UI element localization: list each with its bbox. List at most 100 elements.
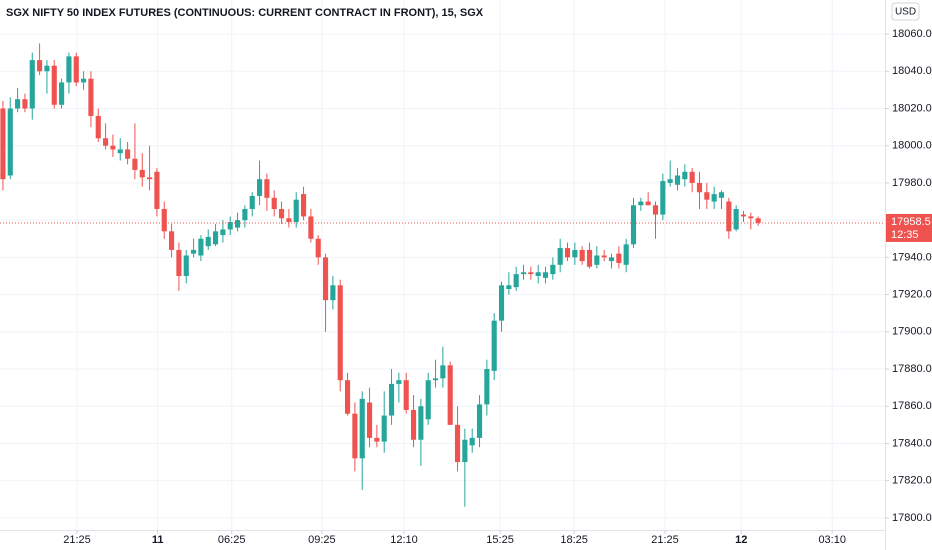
candle-body — [73, 56, 79, 83]
y-tick-label: 17800.0 — [892, 512, 932, 524]
candle-body — [740, 214, 747, 217]
candle-body — [572, 249, 578, 258]
currency-button[interactable] — [891, 2, 920, 21]
candle-body — [315, 238, 321, 258]
candle-body — [37, 60, 43, 72]
currency-label[interactable]: USD — [895, 7, 916, 18]
candle-body — [726, 201, 732, 232]
candle-body — [234, 220, 241, 228]
x-tick-label: 12:10 — [390, 534, 418, 546]
candle-body — [491, 320, 497, 371]
candle-body — [447, 365, 453, 425]
candle-body — [271, 197, 277, 209]
y-tick-label: 18000.0 — [892, 140, 932, 152]
candle-body — [528, 272, 534, 275]
candle-body — [755, 218, 761, 223]
candle-body — [696, 182, 703, 193]
y-tick-label: 17920.0 — [892, 288, 932, 300]
candle-body — [205, 236, 211, 247]
candle-body — [689, 171, 695, 183]
candle-body — [388, 383, 395, 416]
candle-body — [169, 231, 175, 250]
x-tick-label: 15:25 — [486, 534, 514, 546]
candle-body — [674, 175, 681, 185]
candle-body — [374, 437, 380, 442]
candle-body — [623, 244, 629, 265]
y-tick-label: 18060.0 — [892, 28, 932, 40]
candle-body — [645, 201, 651, 206]
candle-body — [667, 179, 673, 183]
x-tick-label: 09:25 — [308, 534, 336, 546]
candle-body — [227, 222, 233, 230]
candle-body — [418, 406, 424, 440]
candle-body — [748, 216, 754, 219]
candle-body — [191, 249, 197, 254]
candle-body — [476, 404, 483, 438]
candle-body — [183, 255, 189, 276]
chart-title: SGX NIFTY 50 INDEX FUTURES (CONTINUOUS: … — [6, 7, 484, 19]
candle-body — [15, 99, 21, 109]
candle-body — [59, 82, 65, 105]
candle-body — [132, 158, 138, 170]
candle-body — [733, 208, 739, 230]
candle-body — [550, 264, 556, 275]
candle-body — [440, 365, 446, 379]
candle-body — [66, 56, 72, 83]
candle-body — [293, 199, 299, 223]
candle-body — [462, 439, 468, 463]
candle-body — [22, 99, 28, 109]
candle-body — [704, 192, 710, 200]
candle-body — [0, 108, 6, 180]
last-price-label: 17958.5 — [891, 216, 931, 228]
y-tick-label: 17840.0 — [892, 437, 932, 449]
candle-body — [308, 216, 314, 239]
candle-body — [432, 378, 439, 381]
candle-body — [249, 195, 255, 209]
candle-body — [161, 208, 167, 232]
candle-body — [220, 229, 226, 236]
y-tick-label: 17900.0 — [892, 326, 932, 338]
candle-body — [366, 402, 373, 438]
candle-body — [484, 369, 490, 405]
candle-body — [359, 398, 365, 459]
candle-body — [520, 272, 527, 275]
candle-body — [88, 78, 94, 116]
candle-body — [139, 169, 145, 178]
candle-body — [601, 255, 607, 258]
candle-body — [381, 415, 387, 442]
y-tick-label: 17880.0 — [892, 363, 932, 375]
candle-body — [542, 272, 549, 278]
candle-body — [513, 274, 519, 288]
y-tick-label: 18040.0 — [892, 65, 932, 77]
candle-body — [652, 205, 659, 215]
candle-body — [711, 194, 717, 202]
candle-body — [506, 285, 512, 290]
countdown-label: 12:35 — [891, 229, 919, 241]
candle-body — [198, 238, 204, 256]
candle-body — [330, 285, 336, 301]
candle-body — [103, 138, 109, 146]
candle-body — [535, 272, 541, 276]
y-tick-label: 17980.0 — [892, 177, 932, 189]
y-tick-label: 17860.0 — [892, 400, 932, 412]
candle-body — [682, 171, 688, 180]
candle-body — [630, 205, 637, 245]
x-tick-label: 12 — [735, 534, 747, 546]
candle-body — [403, 380, 409, 410]
candle-body — [256, 179, 263, 196]
x-tick-label: 03:10 — [818, 534, 846, 546]
axes: 17800.0 17820.0 17840.0 17860.0 17880.0 17900… — [63, 28, 932, 546]
candle-body — [264, 179, 270, 198]
candle-body — [718, 192, 725, 198]
candle-body — [616, 253, 622, 263]
candle-body — [51, 65, 57, 105]
candle-body — [425, 380, 431, 420]
candle-body — [117, 149, 123, 154]
y-tick-label: 17940.0 — [892, 251, 932, 263]
x-tick-label: 11 — [152, 534, 164, 546]
candle-body — [29, 60, 35, 109]
candle-body — [564, 248, 571, 258]
last-price-badge — [886, 213, 932, 242]
candle-body — [154, 171, 160, 209]
